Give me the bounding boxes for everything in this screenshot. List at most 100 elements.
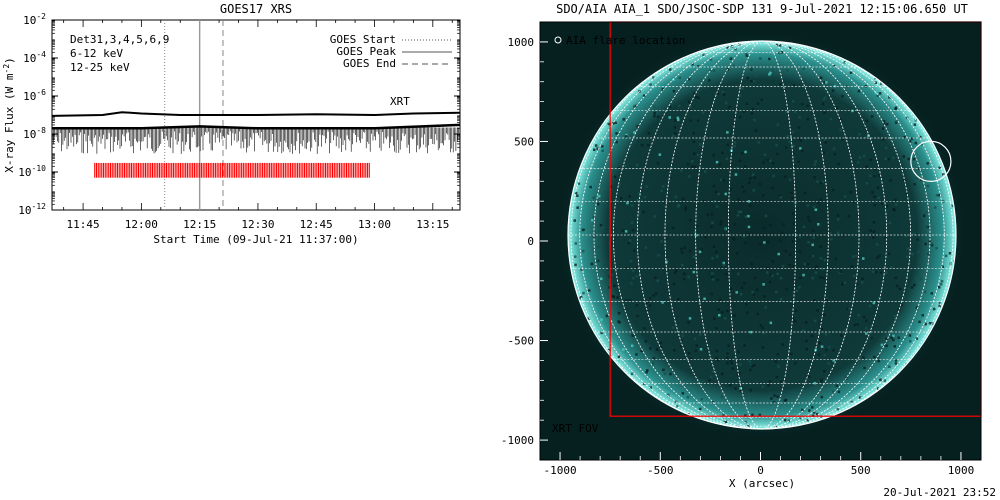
texture-speck (905, 234, 908, 238)
texture-speck (893, 314, 897, 318)
texture-speck (729, 188, 732, 191)
texture-speck (823, 81, 827, 84)
texture-speck (932, 307, 936, 311)
texture-speck (698, 250, 702, 254)
texture-speck (894, 107, 897, 110)
texture-speck (657, 254, 660, 257)
texture-speck (865, 327, 868, 330)
texture-speck (876, 186, 880, 189)
texture-speck (791, 317, 795, 320)
texture-speck (775, 43, 779, 47)
texture-speck (642, 210, 645, 214)
texture-speck (640, 199, 644, 202)
texture-speck (784, 249, 788, 253)
texture-speck (594, 144, 598, 147)
texture-speck (836, 214, 840, 217)
texture-speck (836, 231, 840, 235)
texture-speck (823, 111, 826, 114)
texture-speck (885, 337, 888, 340)
texture-speck (802, 273, 805, 277)
texture-speck (874, 91, 878, 95)
texture-speck (631, 269, 635, 273)
texture-speck (703, 297, 706, 300)
texture-speck (862, 315, 866, 319)
texture-speck (699, 348, 703, 351)
texture-speck (917, 250, 920, 254)
texture-speck (872, 236, 875, 239)
texture-speck (837, 390, 841, 394)
texture-speck (665, 237, 668, 240)
texture-speck (817, 201, 820, 204)
x-tick-label: 12:00 (125, 218, 158, 231)
texture-speck (828, 108, 832, 112)
texture-speck (697, 96, 700, 100)
texture-speck (741, 185, 744, 188)
texture-speck (893, 345, 896, 348)
texture-speck (663, 372, 667, 376)
texture-speck (711, 257, 714, 260)
texture-speck (919, 135, 922, 139)
texture-speck (674, 195, 678, 199)
texture-speck (894, 276, 897, 279)
texture-speck (912, 157, 916, 161)
texture-speck (823, 258, 826, 262)
texture-speck (926, 162, 929, 165)
texture-speck (690, 137, 694, 140)
texture-speck (716, 255, 719, 258)
texture-speck (750, 365, 754, 368)
texture-speck (733, 144, 736, 148)
longitude-line (636, 41, 888, 429)
texture-speck (823, 313, 826, 317)
texture-speck (906, 247, 910, 250)
texture-speck (865, 182, 869, 185)
texture-speck (747, 225, 751, 229)
texture-speck (710, 375, 713, 378)
texture-speck (778, 51, 781, 55)
texture-speck (769, 273, 773, 277)
texture-speck (652, 76, 655, 79)
aia-x-tick-label: 0 (757, 464, 764, 477)
texture-speck (613, 175, 617, 179)
aia-y-tick-label: -500 (508, 335, 535, 348)
texture-speck (649, 297, 652, 300)
texture-speck (600, 277, 603, 280)
texture-speck (681, 334, 685, 337)
texture-speck (681, 392, 685, 395)
longitude-line (664, 41, 860, 429)
texture-speck (935, 246, 938, 250)
texture-speck (871, 270, 875, 273)
texture-speck (798, 286, 801, 289)
texture-speck (813, 234, 816, 237)
texture-speck (693, 91, 696, 95)
texture-speck (862, 154, 866, 158)
texture-speck (892, 334, 895, 337)
texture-speck (893, 208, 896, 212)
texture-speck (798, 235, 802, 238)
texture-speck (878, 92, 882, 95)
texture-speck (776, 123, 780, 126)
texture-speck (623, 164, 627, 167)
texture-speck (712, 153, 715, 157)
texture-speck (785, 110, 788, 114)
texture-speck (813, 163, 816, 166)
texture-speck (825, 348, 828, 352)
texture-speck (823, 370, 826, 373)
texture-speck (858, 396, 862, 399)
texture-speck (638, 191, 641, 195)
texture-speck (772, 401, 776, 404)
texture-speck (653, 114, 656, 118)
texture-speck (653, 215, 657, 218)
texture-speck (580, 268, 583, 271)
legend-label: GOES End (343, 57, 396, 70)
aia-y-tick-label: 0 (527, 235, 534, 248)
texture-speck (836, 218, 840, 221)
texture-speck (812, 205, 816, 209)
texture-speck (680, 344, 683, 348)
texture-speck (617, 311, 621, 315)
texture-speck (749, 389, 753, 392)
texture-speck (919, 277, 922, 280)
texture-speck (721, 151, 724, 155)
texture-speck (883, 120, 886, 123)
texture-speck (673, 349, 676, 352)
